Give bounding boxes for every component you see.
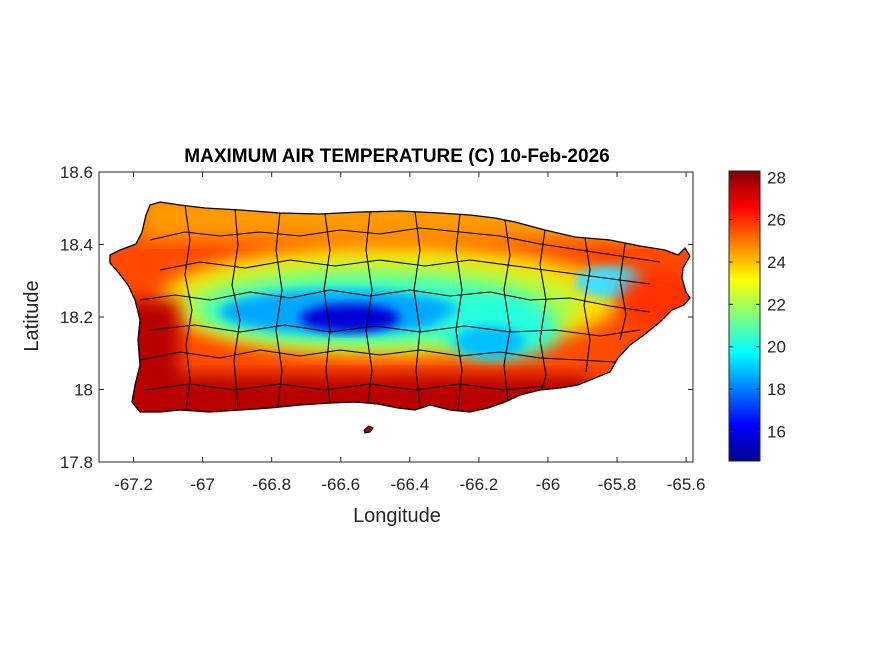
x-tick-label: -67.2 — [114, 475, 153, 494]
islet-caja-de-muerto — [363, 425, 374, 434]
municipality-boundary — [275, 211, 283, 408]
municipality-boundary — [365, 211, 373, 404]
colorbar-tick-label: 24 — [767, 253, 786, 272]
y-tick-label: 18.2 — [60, 308, 93, 327]
colorbar-tick-label: 22 — [767, 295, 786, 314]
colorbar-tick-label: 26 — [767, 211, 786, 230]
municipality-boundary — [539, 229, 547, 390]
x-tick-label: -66 — [536, 475, 561, 494]
municipality-boundary — [323, 213, 331, 404]
x-tick-label: -66.4 — [390, 475, 429, 494]
municipality-boundary — [139, 349, 616, 363]
map-title: MAXIMUM AIR TEMPERATURE (C) 10-Feb-2026 — [184, 146, 609, 167]
colorbar-tick-label: 20 — [767, 338, 786, 357]
y-tick-label: 17.8 — [60, 453, 93, 472]
x-tick-label: -65.6 — [667, 475, 706, 494]
municipality-boundary — [184, 204, 193, 411]
x-tick-label: -66.6 — [321, 475, 360, 494]
island-coastline — [109, 201, 691, 413]
x-axis-label: Longitude — [353, 505, 441, 527]
temperature-field — [110, 202, 690, 412]
y-axis-ticks: 17.8 18 18.2 18.4 18.6 — [60, 163, 693, 472]
y-tick-label: 18.4 — [60, 236, 93, 255]
colorbar-tick-label: 18 — [767, 380, 786, 399]
colorbar-tick-label: 16 — [767, 422, 786, 441]
x-tick-label: -67 — [190, 475, 215, 494]
municipality-boundary — [583, 237, 591, 373]
municipality-boundary — [455, 213, 463, 411]
x-tick-label: -65.8 — [598, 475, 637, 494]
municipality-boundary — [231, 207, 241, 409]
x-axis-ticks: -67.2 -67 -66.8 -66.6 -66.4 -66.2 -66 -65.8 -65.… — [114, 172, 705, 494]
municipality-boundary — [144, 383, 546, 391]
municipality-boundary — [149, 227, 661, 263]
municipality-boundary — [413, 210, 421, 409]
municipality-boundary — [619, 243, 627, 341]
y-tick-label: 18.6 — [60, 163, 93, 182]
municipality-boundaries — [139, 204, 661, 411]
colorbar-tick-label: 28 — [767, 168, 786, 187]
municipality-boundary — [149, 324, 641, 337]
municipality-boundary — [159, 259, 651, 285]
y-axis-label: Latitude — [21, 280, 43, 351]
colorbar — [728, 170, 761, 462]
y-tick-label: 18 — [74, 381, 93, 400]
colorbar-ticks: 16 18 20 22 24 26 28 — [729, 168, 786, 441]
x-tick-label: -66.2 — [460, 475, 499, 494]
municipality-boundary — [139, 289, 651, 313]
x-tick-label: -66.8 — [252, 475, 291, 494]
municipality-boundary — [503, 219, 511, 401]
